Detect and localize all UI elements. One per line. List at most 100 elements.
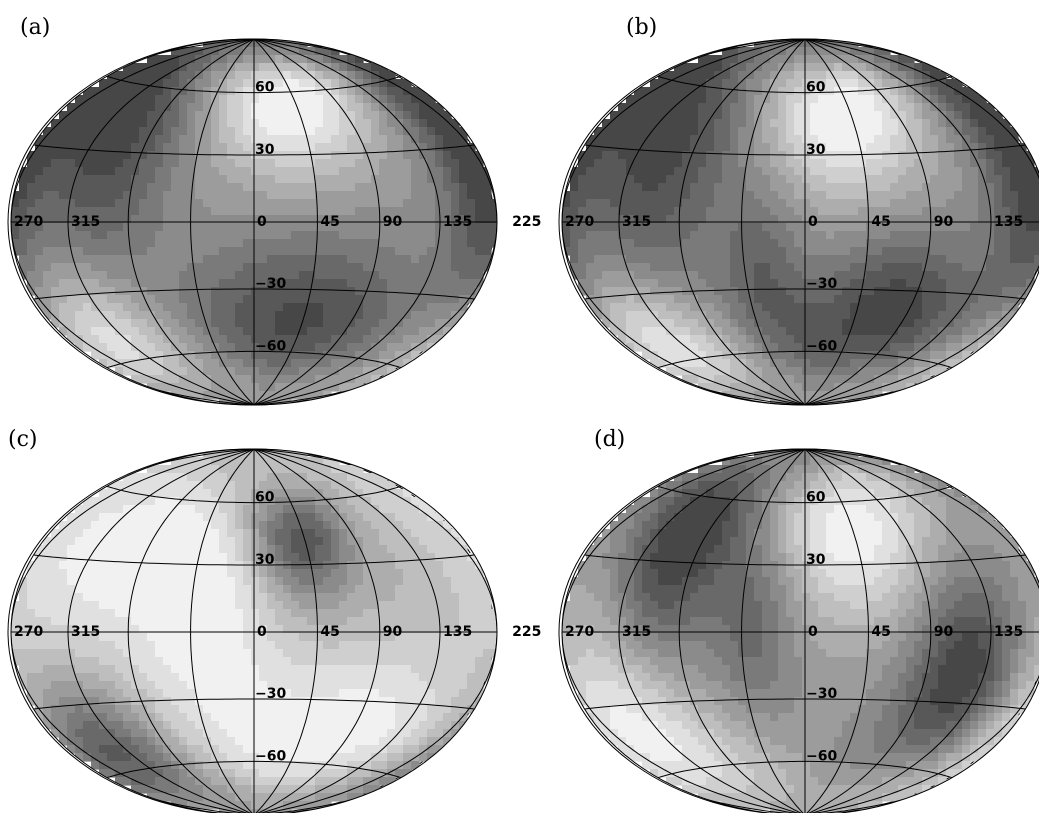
map-cell <box>107 497 116 506</box>
map-cell <box>938 335 947 344</box>
map-cell <box>179 303 188 312</box>
map-cell <box>746 135 755 144</box>
map-cell <box>203 215 212 224</box>
map-cell <box>922 239 931 248</box>
map-cell <box>994 207 1003 216</box>
map-cell <box>930 311 939 320</box>
map-cell <box>203 537 212 546</box>
map-cell <box>435 183 444 192</box>
map-cell <box>35 215 44 224</box>
map-cell <box>251 295 260 304</box>
map-cell <box>762 375 771 384</box>
map-cell <box>698 375 707 384</box>
map-cell <box>1034 263 1039 272</box>
map-cell <box>634 311 643 320</box>
map-cell <box>922 207 931 216</box>
map-cell <box>275 553 284 562</box>
map-cell <box>355 497 364 506</box>
map-cell <box>874 135 883 144</box>
map-cell <box>235 135 244 144</box>
map-cell <box>251 111 260 120</box>
map-cell <box>906 343 915 352</box>
map-cell <box>459 175 468 184</box>
map-cell <box>594 231 603 240</box>
map-cell <box>1002 159 1011 168</box>
map-cell <box>674 359 683 368</box>
map-cell <box>323 375 332 384</box>
map-cell <box>642 215 651 224</box>
map-cell <box>954 303 963 312</box>
map-cell <box>850 375 859 384</box>
map-cell <box>411 279 420 288</box>
map-cell <box>443 111 452 120</box>
map-cell <box>283 39 292 48</box>
map-cell <box>291 127 300 136</box>
map-cell <box>131 553 140 562</box>
map-cell <box>906 295 915 304</box>
map-cell <box>251 279 260 288</box>
map-cell <box>882 311 891 320</box>
map-cell <box>259 303 268 312</box>
map-cell <box>331 167 340 176</box>
map-cell <box>43 231 52 240</box>
map-cell <box>403 215 412 224</box>
map-cell <box>634 95 643 104</box>
map-cell <box>251 167 260 176</box>
map-cell <box>291 47 300 56</box>
map-cell <box>842 295 851 304</box>
map-cell <box>179 183 188 192</box>
map-cell <box>219 143 228 152</box>
map-cell <box>842 303 851 312</box>
map-cell <box>179 457 188 466</box>
map-cell <box>706 239 715 248</box>
map-cell <box>890 359 899 368</box>
map-cell <box>986 191 995 200</box>
map-cell <box>371 367 380 376</box>
map-cell <box>315 375 324 384</box>
map-cell <box>714 207 723 216</box>
map-cell <box>858 183 867 192</box>
map-cell <box>842 343 851 352</box>
map-cell <box>443 191 452 200</box>
map-cell <box>443 319 452 328</box>
map-cell <box>67 111 76 120</box>
map-cell <box>770 319 779 328</box>
map-cell <box>27 207 36 216</box>
map-cell <box>610 159 619 168</box>
map-cell <box>219 457 228 466</box>
map-cell <box>762 111 771 120</box>
map-cell <box>1026 207 1035 216</box>
map-cell <box>291 473 300 482</box>
map-cell <box>195 489 204 498</box>
map-cell <box>331 263 340 272</box>
map-cell <box>227 119 236 128</box>
map-cell <box>251 399 260 405</box>
map-cell <box>666 183 675 192</box>
map-cell <box>291 191 300 200</box>
map-cell <box>395 247 404 256</box>
map-cell <box>227 279 236 288</box>
map-cell <box>219 553 228 562</box>
map-cell <box>714 359 723 368</box>
map-cell <box>842 223 851 232</box>
map-cell <box>898 159 907 168</box>
map-cell <box>594 135 603 144</box>
map-cell <box>267 263 276 272</box>
map-cell <box>690 327 699 336</box>
map-cell <box>123 87 132 96</box>
map-cell <box>786 231 795 240</box>
map-cell <box>762 311 771 320</box>
map-cell <box>483 247 492 256</box>
map-cell <box>762 63 771 72</box>
map-cell <box>954 343 963 352</box>
map-cell <box>483 239 492 248</box>
map-cell <box>970 95 979 104</box>
map-cell <box>139 95 148 104</box>
map-cell <box>227 239 236 248</box>
map-cell <box>650 335 659 344</box>
map-cell <box>650 279 659 288</box>
map-cell <box>826 119 835 128</box>
map-cell <box>930 319 939 328</box>
map-cell <box>131 111 140 120</box>
map-cell <box>794 143 803 152</box>
